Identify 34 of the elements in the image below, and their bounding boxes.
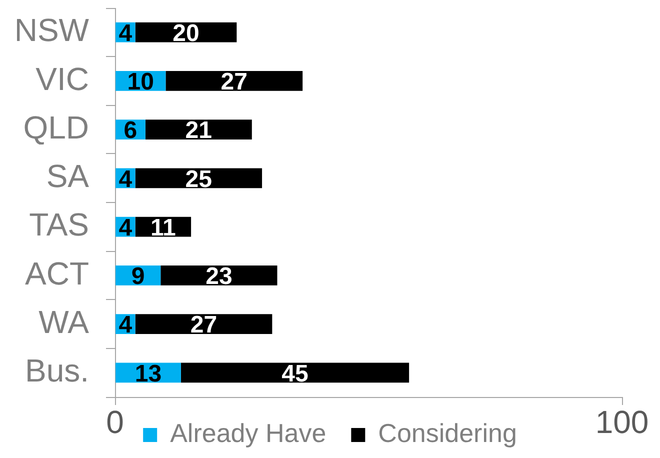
data-label: 23 [206, 263, 232, 290]
data-label: 45 [282, 360, 308, 388]
legend-label: Already Have [170, 418, 326, 448]
bar [166, 70, 303, 91]
x-tick-label: 0 [106, 404, 124, 440]
y-tick-label: WA [38, 304, 90, 340]
y-tick-label: ACT [25, 255, 89, 292]
data-label: 4 [118, 214, 133, 242]
x-tick-label: 100 [595, 404, 649, 440]
legend-label: Considering [378, 418, 517, 448]
bar [135, 314, 272, 334]
y-tick-label: NSW [14, 12, 90, 48]
y-tick-label: SA [46, 158, 90, 194]
bar [135, 168, 262, 188]
data-label: 27 [220, 68, 248, 96]
data-label: 4 [118, 166, 133, 193]
data-label: 25 [185, 166, 212, 193]
data-label: 27 [190, 312, 218, 339]
data-label: 21 [185, 117, 212, 144]
data-label: 20 [172, 20, 200, 47]
y-tick-label: TAS [29, 206, 89, 243]
data-label: 13 [134, 360, 162, 388]
bar [145, 120, 252, 140]
data-label: 6 [124, 117, 138, 144]
y-tick-label: Bus. [24, 352, 89, 389]
bar [180, 362, 410, 383]
bar [160, 265, 278, 286]
y-tick-label: VIC [36, 60, 89, 97]
data-label: 10 [127, 68, 154, 96]
data-label: 9 [131, 263, 145, 290]
y-tick-label: QLD [23, 109, 89, 146]
data-label: 11 [150, 214, 176, 242]
data-label: 4 [118, 312, 133, 339]
data-label: 4 [118, 20, 133, 47]
